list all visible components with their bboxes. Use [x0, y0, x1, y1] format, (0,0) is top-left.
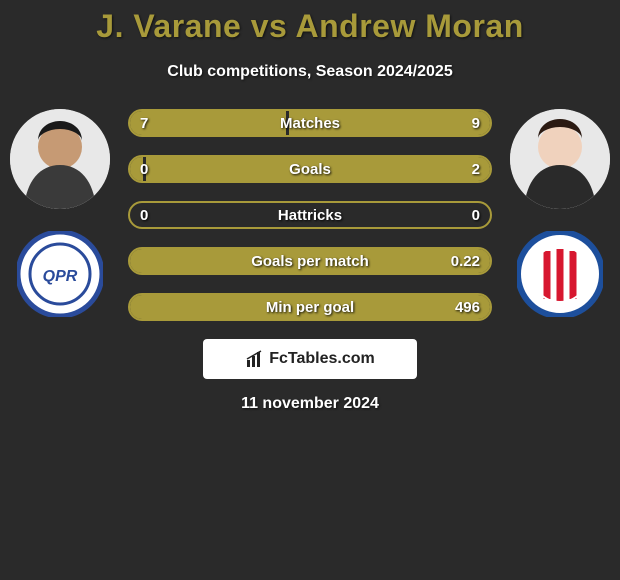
stat-value-right: 0 [472, 203, 480, 227]
bar-fill [130, 295, 490, 319]
right-player-column [508, 103, 612, 317]
bar-fill-right [288, 111, 490, 135]
bar-fill-left [130, 111, 288, 135]
bar-divider [286, 111, 289, 135]
comparison-card: J. Varane vs Andrew Moran Club competiti… [0, 0, 620, 413]
page-title: J. Varane vs Andrew Moran [0, 8, 620, 45]
left-player-column: QPR [8, 103, 112, 317]
stat-label: Hattricks [130, 203, 490, 227]
person-icon [10, 109, 110, 209]
brand-text: FcTables.com [269, 350, 375, 368]
left-player-avatar [10, 109, 110, 209]
svg-text:QPR: QPR [43, 268, 78, 285]
stat-bar: Hattricks0 0 [128, 201, 492, 229]
date-text: 11 november 2024 [0, 395, 620, 413]
bar-fill [130, 249, 490, 273]
right-club-badge [517, 231, 603, 317]
bars-icon [245, 349, 265, 369]
stat-bar: Matches79 [128, 109, 492, 137]
bar-fill-right [144, 157, 490, 181]
stat-bar: Goals02 [128, 155, 492, 183]
main-row: QPR Matches79 Goals02 Hattricks0 0 Goals per… [0, 103, 620, 321]
left-club-badge: QPR [17, 231, 103, 317]
brand-badge: FcTables.com [203, 339, 417, 379]
stat-bar: Goals per match0.22 [128, 247, 492, 275]
person-icon [510, 109, 610, 209]
page-subtitle: Club competitions, Season 2024/2025 [0, 63, 620, 81]
bar-divider [143, 157, 146, 181]
club-crest-icon: QPR [17, 231, 103, 317]
club-crest-icon [517, 231, 603, 317]
right-player-avatar [510, 109, 610, 209]
stat-bar: Min per goal496 [128, 293, 492, 321]
stats-bars: Matches79 Goals02 Hattricks0 0 Goals per mat… [112, 103, 508, 321]
stat-value-left: 0 [140, 203, 148, 227]
